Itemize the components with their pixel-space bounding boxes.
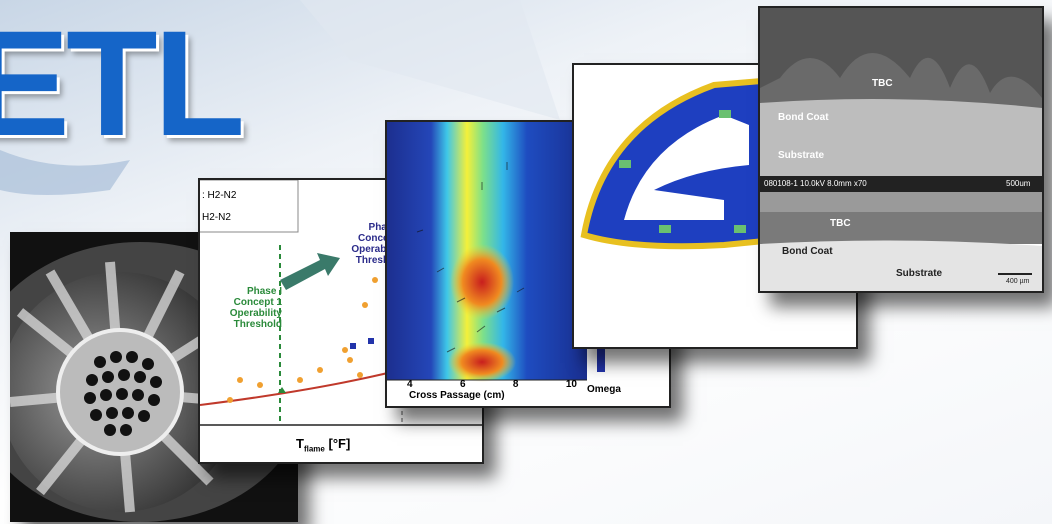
x-tick-label: 6 bbox=[460, 379, 466, 390]
logo: ETL bbox=[0, 8, 241, 158]
x-ticks: 4 6 8 10 bbox=[407, 379, 577, 390]
x-label-subscript: flame bbox=[304, 445, 325, 454]
phase1-label: Phase I Concept 1 Operability Threshold bbox=[220, 286, 282, 330]
page: ETL : H2-N2 H2-N2 Phas bbox=[0, 0, 1052, 524]
scale-label: 500um bbox=[1006, 179, 1030, 188]
micrograph-info: 080108-1 10.0kV 8.0mm x70 bbox=[764, 179, 867, 188]
x-tick-label: 4 bbox=[407, 379, 413, 390]
tbc-label: TBC bbox=[830, 218, 851, 229]
bond-coat-label: Bond Coat bbox=[778, 112, 829, 123]
tbc-label: TBC bbox=[872, 78, 893, 89]
x-tick-label: 8 bbox=[513, 379, 519, 390]
bond-coat-label: Bond Coat bbox=[782, 246, 833, 257]
x-label-unit: [°F] bbox=[328, 436, 350, 451]
x-tick-label: 10 bbox=[566, 379, 577, 390]
phase1-line: Operability bbox=[220, 308, 282, 319]
x-axis-label: Cross Passage (cm) bbox=[409, 390, 505, 401]
legend-entry: : H2-N2 bbox=[202, 190, 236, 201]
scale-label: 400 µm bbox=[1006, 278, 1030, 285]
legend-entry: H2-N2 bbox=[202, 212, 231, 223]
x-label-symbol: T bbox=[296, 436, 304, 451]
phase1-line: Phase I bbox=[220, 286, 282, 297]
phase1-line: Concept 1 bbox=[220, 297, 282, 308]
phase1-line: Threshold bbox=[220, 319, 282, 330]
colorbar-label: Omega bbox=[587, 384, 621, 395]
x-axis-label: Tflame [°F] bbox=[296, 436, 350, 454]
micrograph-panel: TBC Bond Coat Substrate 080108-1 10.0kV … bbox=[758, 6, 1044, 293]
substrate-label: Substrate bbox=[896, 268, 942, 279]
substrate-label: Substrate bbox=[778, 150, 824, 161]
